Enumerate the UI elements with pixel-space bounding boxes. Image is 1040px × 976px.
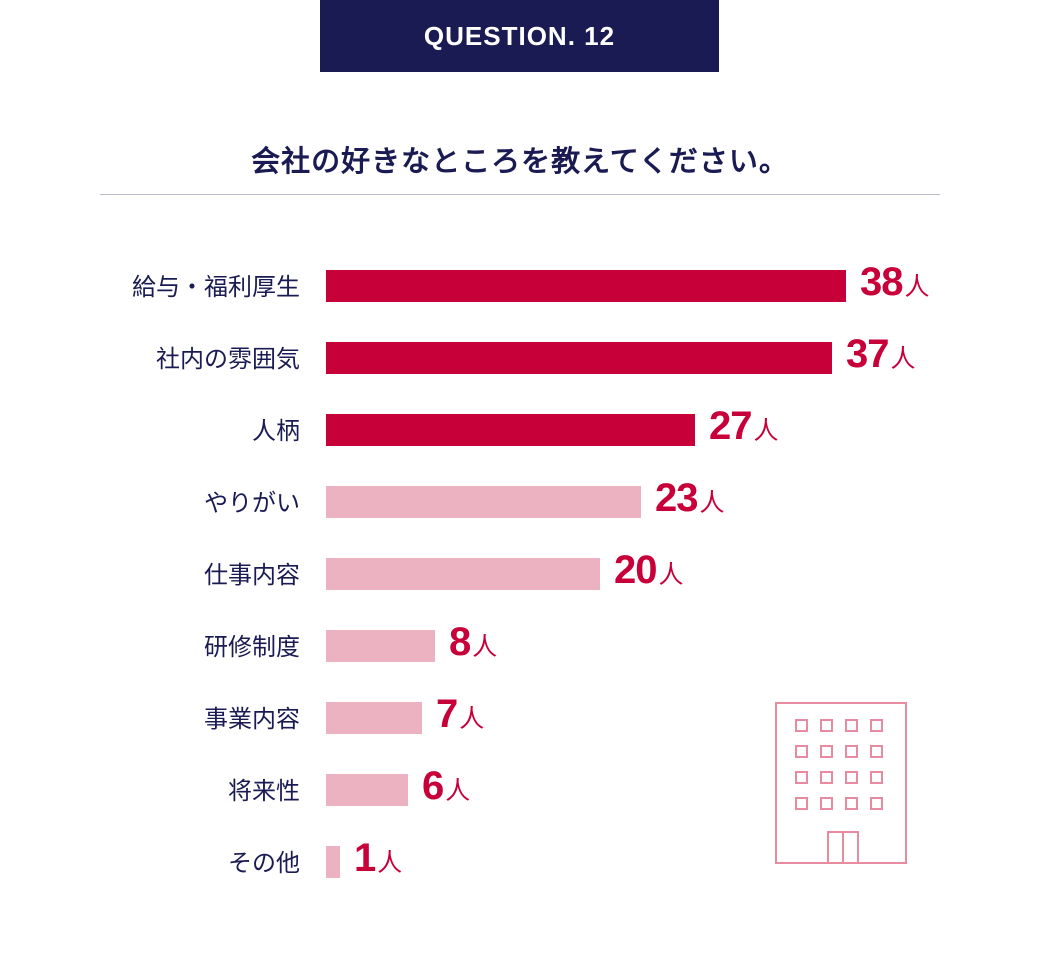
value-number: 6 xyxy=(422,764,444,808)
question-title: 会社の好きなところを教えてください。 xyxy=(251,144,789,178)
value-number: 38 xyxy=(860,260,903,304)
category-label: やりがい xyxy=(204,489,300,517)
bar-row-future: 将来性 6人 xyxy=(0,764,1040,814)
bar-row-training: 研修制度 8人 xyxy=(0,620,1040,670)
value-number: 23 xyxy=(655,476,698,520)
value-unit: 人 xyxy=(904,272,930,301)
category-label: 研修制度 xyxy=(204,633,300,661)
question-badge: QUESTION. 12 xyxy=(320,0,719,72)
value-number: 20 xyxy=(614,548,657,592)
value-unit: 人 xyxy=(753,416,779,445)
category-label: 人柄 xyxy=(252,417,300,445)
category-label: その他 xyxy=(228,849,300,877)
bar-row-atmosphere: 社内の雰囲気 37人 xyxy=(0,332,1040,382)
category-label: 給与・福利厚生 xyxy=(132,273,300,301)
bar-row-rewarding: やりがい 23人 xyxy=(0,476,1040,526)
value-label: 8人 xyxy=(449,620,497,665)
value-unit: 人 xyxy=(658,560,684,589)
value-unit: 人 xyxy=(445,776,471,805)
bar xyxy=(326,846,340,878)
bar xyxy=(326,342,832,374)
bar xyxy=(326,558,600,590)
value-label: 6人 xyxy=(422,764,470,809)
category-label: 社内の雰囲気 xyxy=(156,345,300,373)
value-unit: 人 xyxy=(377,848,403,877)
value-label: 37人 xyxy=(846,332,916,377)
bar xyxy=(326,270,846,302)
value-number: 37 xyxy=(846,332,889,376)
title-divider xyxy=(100,194,940,195)
value-number: 7 xyxy=(436,692,458,736)
category-label: 将来性 xyxy=(228,777,300,805)
value-label: 1人 xyxy=(354,836,402,881)
value-number: 1 xyxy=(354,836,376,880)
bar-row-work-content: 仕事内容 20人 xyxy=(0,548,1040,598)
value-unit: 人 xyxy=(890,344,916,373)
building-icon xyxy=(775,702,907,864)
value-unit: 人 xyxy=(459,704,485,733)
bar xyxy=(326,702,422,734)
bar-row-people: 人柄 27人 xyxy=(0,404,1040,454)
value-label: 27人 xyxy=(709,404,779,449)
bar xyxy=(326,486,641,518)
bar-row-salary-benefits: 給与・福利厚生 38人 xyxy=(0,260,1040,310)
value-label: 38人 xyxy=(860,260,930,305)
value-label: 7人 xyxy=(436,692,484,737)
value-label: 20人 xyxy=(614,548,684,593)
bar xyxy=(326,414,695,446)
value-number: 8 xyxy=(449,620,471,664)
bar xyxy=(326,774,408,806)
value-label: 23人 xyxy=(655,476,725,521)
bar-row-other: その他 1人 xyxy=(0,836,1040,886)
value-unit: 人 xyxy=(472,632,498,661)
bar xyxy=(326,630,435,662)
category-label: 仕事内容 xyxy=(204,561,300,589)
value-number: 27 xyxy=(709,404,752,448)
category-label: 事業内容 xyxy=(204,705,300,733)
value-unit: 人 xyxy=(699,488,725,517)
bar-row-business: 事業内容 7人 xyxy=(0,692,1040,742)
